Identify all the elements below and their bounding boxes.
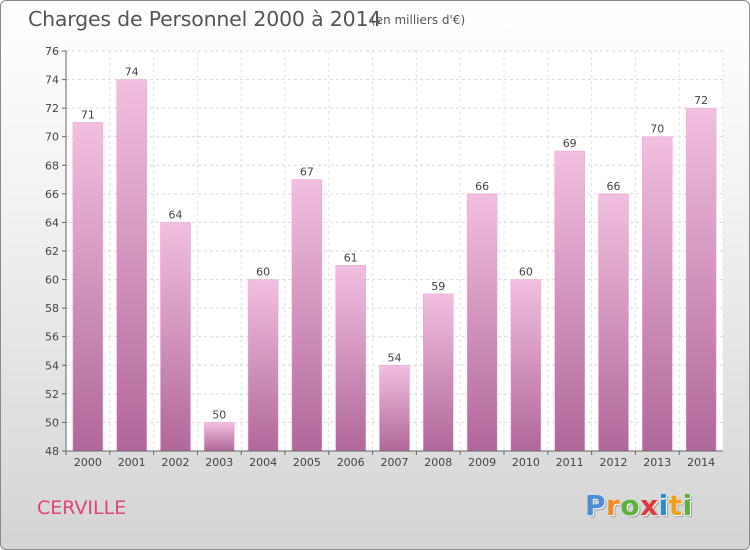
bar — [685, 107, 717, 452]
x-tick-label: 2014 — [687, 456, 715, 469]
bar — [247, 279, 279, 452]
data-label: 54 — [388, 351, 402, 364]
x-tick-label: 2012 — [600, 456, 628, 469]
x-tick-label: 2005 — [293, 456, 321, 469]
data-label: 60 — [256, 266, 270, 279]
commune-name: CERVILLE — [37, 497, 127, 519]
bar — [379, 365, 410, 452]
data-label: 59 — [431, 280, 445, 293]
bar — [160, 222, 191, 452]
x-tick-label: 2000 — [74, 456, 102, 469]
x-tick-label: 2002 — [162, 456, 190, 469]
y-tick-label: 74 — [45, 74, 59, 87]
y-tick-label: 56 — [45, 331, 59, 344]
proxiti-logo: Proxiti — [585, 489, 693, 522]
x-tick-label: 2001 — [118, 456, 146, 469]
bar — [466, 193, 498, 452]
y-tick-label: 66 — [45, 188, 59, 201]
y-tick-label: 72 — [45, 102, 59, 115]
chart-title: Charges de Personnel 2000 à 2014 — [28, 7, 382, 31]
y-tick-label: 64 — [45, 216, 59, 229]
data-label: 70 — [650, 123, 664, 136]
bar — [423, 293, 454, 452]
bar — [510, 279, 542, 452]
data-label: 66 — [475, 180, 489, 193]
data-label: 61 — [344, 251, 358, 264]
y-tick-label: 50 — [45, 416, 59, 429]
x-tick-label: 2013 — [643, 456, 671, 469]
data-label: 74 — [125, 66, 139, 79]
y-tick-label: 76 — [45, 45, 59, 58]
logo-letter: x — [640, 489, 659, 522]
x-tick-label: 2008 — [424, 456, 452, 469]
bar — [291, 179, 323, 452]
data-label: 50 — [212, 408, 226, 421]
logo-letter: o — [620, 489, 641, 522]
logo-letter: i — [682, 489, 693, 522]
bar — [204, 422, 235, 452]
x-tick-label: 2009 — [468, 456, 496, 469]
bar — [116, 79, 147, 452]
data-label: 60 — [519, 266, 533, 279]
chart-subtitle: (en milliers d'€) — [371, 13, 466, 27]
x-tick-label: 2004 — [249, 456, 277, 469]
logo-letter: i — [658, 489, 669, 522]
data-label: 72 — [694, 94, 708, 107]
y-tick-label: 60 — [45, 274, 59, 287]
data-label: 69 — [563, 137, 577, 150]
data-label: 64 — [169, 208, 183, 221]
y-tick-label: 62 — [45, 245, 59, 258]
y-tick-label: 68 — [45, 159, 59, 172]
x-tick-label: 2007 — [381, 456, 409, 469]
y-tick-label: 70 — [45, 131, 59, 144]
data-label: 67 — [300, 166, 314, 179]
logo-letter: P — [585, 489, 607, 522]
x-tick-label: 2006 — [337, 456, 365, 469]
bar — [72, 122, 104, 452]
bar — [335, 265, 366, 452]
y-tick-label: 54 — [45, 359, 59, 372]
logo-letter: r — [606, 489, 621, 522]
x-tick-label: 2010 — [512, 456, 540, 469]
y-tick-label: 52 — [45, 388, 59, 401]
data-label: 71 — [81, 108, 95, 121]
y-tick-label: 58 — [45, 302, 59, 315]
data-label: 66 — [607, 180, 621, 193]
y-tick-label: 48 — [45, 445, 59, 458]
x-tick-label: 2011 — [556, 456, 584, 469]
bar — [554, 150, 585, 452]
x-tick-label: 2003 — [205, 456, 233, 469]
logo-letter: t — [668, 489, 683, 522]
bar — [598, 193, 629, 452]
bar — [642, 136, 673, 452]
